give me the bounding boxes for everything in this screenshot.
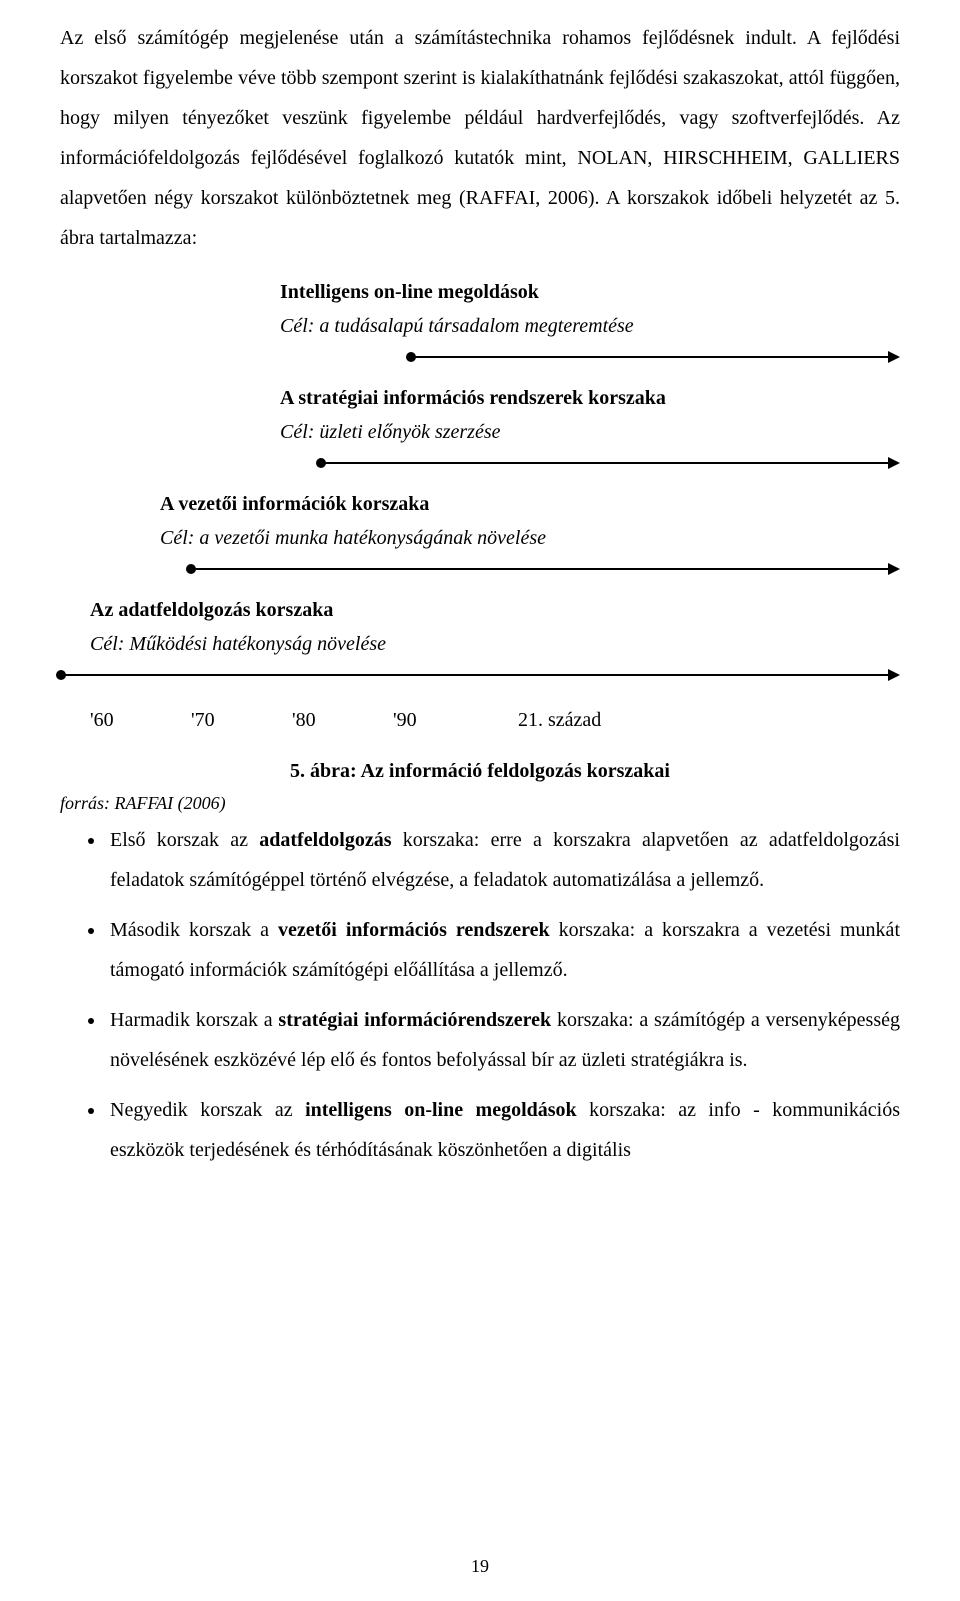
timeline-diagram: Intelligens on-line megoldások Cél: a tu… <box>60 276 900 736</box>
era-arrow <box>190 562 900 576</box>
era-subtitle: Cél: a tudásalapú társadalom megteremtés… <box>280 310 900 342</box>
era-arrow <box>60 668 900 682</box>
arrow-dot-icon <box>406 352 416 362</box>
arrow-line <box>410 356 892 358</box>
era-title: Intelligens on-line megoldások <box>280 276 900 308</box>
page-number: 19 <box>0 1556 960 1577</box>
era-adatfeldolgozas: Az adatfeldolgozás korszaka Cél: Működés… <box>60 594 900 682</box>
timeline-label: '70 <box>191 704 287 736</box>
timeline-label: '60 <box>90 704 186 736</box>
bullet-text-bold: vezetői információs rendszerek <box>278 919 550 941</box>
arrow-head-icon <box>888 669 900 681</box>
list-item: Negyedik korszak az intelligens on-line … <box>106 1090 900 1170</box>
era-strategiai: A stratégiai információs rendszerek kors… <box>60 382 900 470</box>
era-title: A vezetői információk korszaka <box>160 488 900 520</box>
arrow-line <box>320 462 892 464</box>
era-intelligens: Intelligens on-line megoldások Cél: a tu… <box>60 276 900 364</box>
timeline-label: 21. század <box>518 704 601 736</box>
timeline-label: '80 <box>292 704 388 736</box>
bullet-text-pre: Harmadik korszak a <box>110 1009 278 1031</box>
arrow-dot-icon <box>316 458 326 468</box>
bullet-text-bold: stratégiai információrendszerek <box>278 1009 551 1031</box>
list-item: Harmadik korszak a stratégiai információ… <box>106 1000 900 1080</box>
bullet-text-pre: Első korszak az <box>110 829 259 851</box>
intro-paragraph: Az első számítógép megjelenése után a sz… <box>60 18 900 258</box>
bullet-text-pre: Második korszak a <box>110 919 278 941</box>
figure-caption: 5. ábra: Az információ feldolgozás korsz… <box>60 760 900 783</box>
arrow-line <box>190 568 892 570</box>
arrow-dot-icon <box>186 564 196 574</box>
arrow-head-icon <box>888 563 900 575</box>
era-subtitle: Cél: Működési hatékonyság növelése <box>90 628 900 660</box>
era-title: A stratégiai információs rendszerek kors… <box>280 382 900 414</box>
bullet-text-bold: intelligens on-line megoldások <box>305 1099 577 1121</box>
era-subtitle: Cél: a vezetői munka hatékonyságának növ… <box>160 522 900 554</box>
era-bullet-list: Első korszak az adatfeldolgozás korszaka… <box>60 820 900 1170</box>
arrow-head-icon <box>888 351 900 363</box>
bullet-text-bold: adatfeldolgozás <box>259 829 391 851</box>
arrow-line <box>60 674 892 676</box>
arrow-dot-icon <box>56 670 66 680</box>
bullet-text-pre: Negyedik korszak az <box>110 1099 305 1121</box>
document-page: Az első számítógép megjelenése után a sz… <box>0 0 960 1601</box>
era-title: Az adatfeldolgozás korszaka <box>90 594 900 626</box>
timeline-label: '90 <box>393 704 513 736</box>
arrow-head-icon <box>888 457 900 469</box>
era-vezetoi: A vezetői információk korszaka Cél: a ve… <box>60 488 900 576</box>
era-arrow <box>410 350 900 364</box>
list-item: Első korszak az adatfeldolgozás korszaka… <box>106 820 900 900</box>
era-subtitle: Cél: üzleti előnyök szerzése <box>280 416 900 448</box>
era-arrow <box>320 456 900 470</box>
timeline-labels: '60 '70 '80 '90 21. század <box>90 704 900 736</box>
figure-source: forrás: RAFFAI (2006) <box>60 793 900 814</box>
list-item: Második korszak a vezetői információs re… <box>106 910 900 990</box>
